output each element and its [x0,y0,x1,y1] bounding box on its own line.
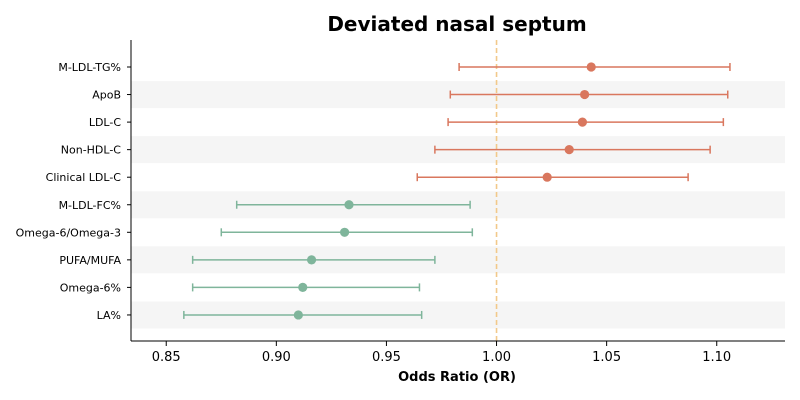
data-marks [183,62,731,320]
x-tick-label: 1.05 [592,350,621,365]
x-tick-label: 0.85 [152,350,181,365]
y-tick-label: M-LDL-TG% [58,61,121,74]
or-point [339,227,350,237]
y-axis-labels: M-LDL-TG% ApoB LDL-C Non-HDL-C Clinical LDL-… [16,61,131,322]
x-tick-label: 0.90 [262,350,291,365]
or-point [344,200,354,210]
y-tick-label: Omega-6/Omega-3 [16,226,121,239]
y-tick-label: M-LDL-FC% [59,199,121,212]
or-point [293,310,303,320]
x-axis-label: Odds Ratio (OR) [398,370,516,385]
x-axis-ticks: 0.85 0.90 0.95 1.00 1.05 1.10 [152,341,731,365]
or-point [564,145,574,155]
chart-title: Deviated nasal septum [327,12,586,36]
y-tick-label: PUFA/MUFA [59,254,121,267]
or-point [580,89,590,100]
y-tick-label: LA% [97,309,121,322]
x-tick-label: 1.00 [482,350,511,365]
x-tick-label: 1.10 [702,350,731,365]
y-tick-label: LDL-C [89,116,122,129]
or-point [577,117,588,127]
y-tick-label: Omega-6% [60,281,121,294]
y-tick-label: Non-HDL-C [61,144,122,157]
or-point [298,282,308,292]
or-point [586,62,596,72]
y-tick-label: Clinical LDL-C [46,171,122,184]
y-tick-label: ApoB [92,89,121,102]
x-tick-label: 0.95 [372,350,401,365]
or-point [542,172,552,182]
or-point [306,255,317,265]
axes [130,40,785,342]
